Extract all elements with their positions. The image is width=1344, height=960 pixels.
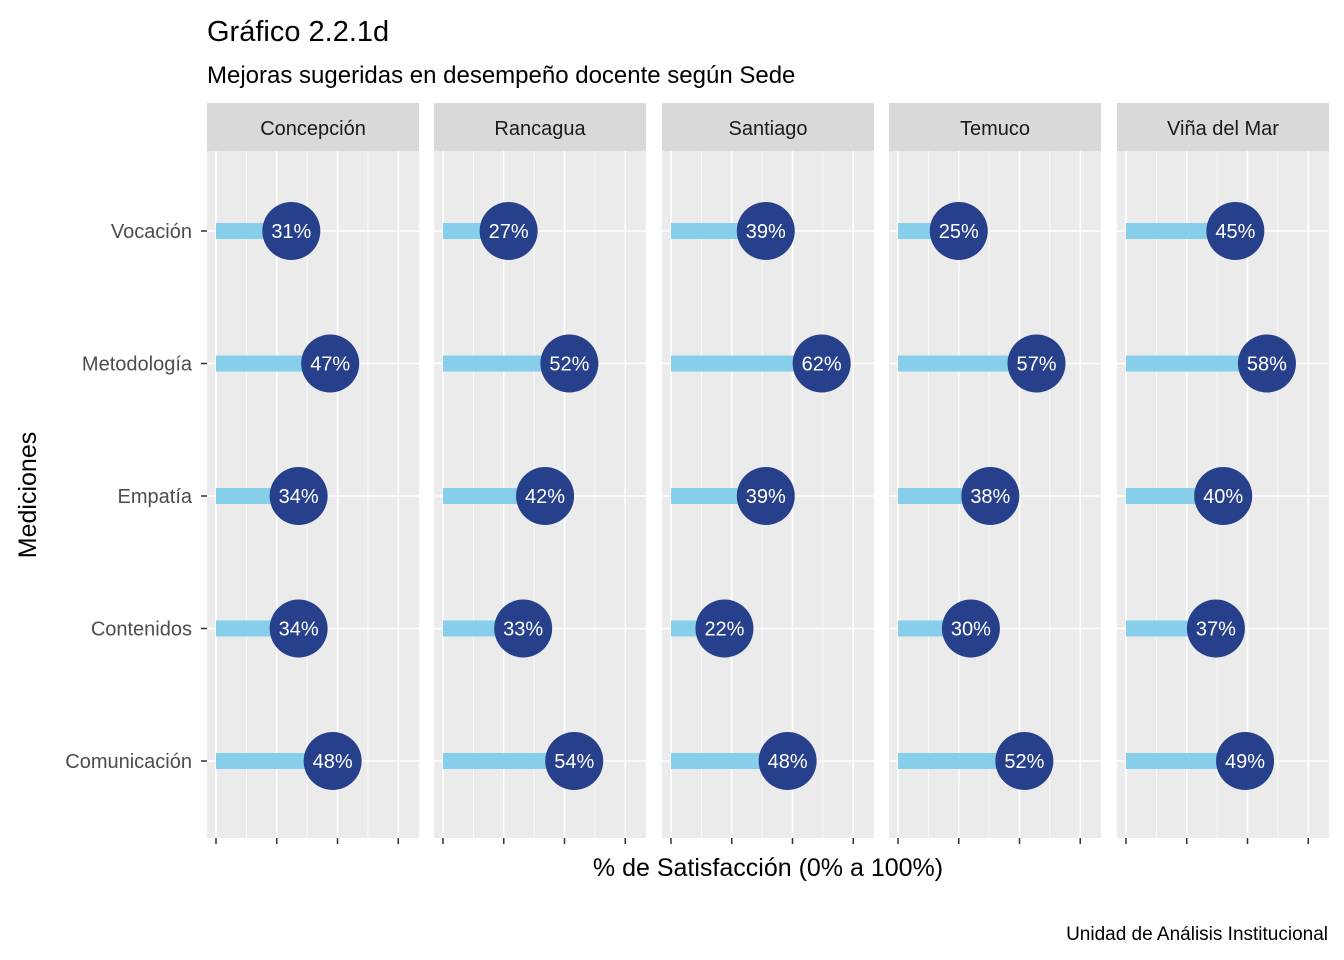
value-label: 34%	[279, 486, 319, 508]
value-label: 22%	[704, 619, 744, 641]
lollipop-point	[545, 732, 604, 790]
lollipop-point	[792, 334, 851, 393]
chart-caption: Unidad de Análisis Institucional	[1066, 924, 1328, 945]
value-label: 30%	[951, 619, 991, 641]
facet-panel: 27% 52% 42% 33% 54%	[434, 151, 646, 838]
value-label: 38%	[970, 486, 1010, 508]
facet-panel: 45% 58% 40% 37% 49%	[1117, 151, 1329, 838]
lollipop-point	[516, 467, 575, 525]
lollipop-stem	[1126, 355, 1267, 372]
value-label: 58%	[1247, 354, 1287, 376]
lollipop-point	[1007, 334, 1066, 393]
y-tick-label: Metodología	[82, 354, 193, 376]
lollipop-point	[269, 467, 328, 525]
facet-strip	[662, 103, 874, 151]
value-label: 49%	[1225, 751, 1265, 773]
lollipop-point	[262, 202, 321, 260]
facet-strip	[1117, 103, 1329, 151]
facet-strip-label: Temuco	[960, 118, 1030, 140]
lollipop-point	[1216, 732, 1275, 790]
lollipop-point	[941, 599, 1000, 658]
lollipop-point	[1194, 467, 1253, 525]
y-tick-label: Vocación	[111, 221, 192, 243]
lollipop-point	[1186, 599, 1245, 658]
lollipop-point	[479, 202, 538, 260]
y-tick-label: Empatía	[118, 486, 193, 508]
chart-subtitle: Mejoras sugeridas en desempeño docente s…	[207, 62, 795, 89]
y-axis-title: Mediciones	[14, 432, 42, 558]
facet-panel: 25% 57% 38% 30% 52%	[889, 151, 1101, 838]
value-label: 39%	[746, 221, 786, 243]
value-label: 52%	[1004, 751, 1044, 773]
lollipop-stem	[671, 355, 822, 372]
value-label: 45%	[1215, 221, 1255, 243]
facet-strip-label: Santiago	[729, 118, 808, 140]
lollipop-point	[995, 732, 1054, 790]
lollipop-point	[303, 732, 362, 790]
lollipop-stem	[1126, 753, 1246, 769]
value-label: 62%	[802, 354, 842, 376]
facet-strip-label: Concepción	[260, 118, 366, 140]
lollipop-point	[736, 202, 795, 260]
lollipop-stem	[443, 753, 575, 769]
lollipop-stem	[216, 753, 333, 769]
value-label: 25%	[939, 221, 979, 243]
value-label: 48%	[768, 751, 808, 773]
value-label: 33%	[503, 619, 543, 641]
lollipop-point	[1206, 202, 1265, 260]
lollipop-stem	[898, 753, 1025, 769]
facet-strip	[434, 103, 646, 151]
value-label: 31%	[271, 221, 311, 243]
value-label: 40%	[1203, 486, 1243, 508]
lollipop-point	[269, 599, 328, 658]
chart-title: Gráfico 2.2.1d	[207, 16, 389, 48]
lollipop-point	[736, 467, 795, 525]
facet-strip-label: Rancagua	[494, 118, 586, 140]
facet-strip	[889, 103, 1101, 151]
facet-panel: 39% 62% 39% 22% 48%	[662, 151, 874, 838]
value-label: 48%	[313, 751, 353, 773]
value-label: 42%	[525, 486, 565, 508]
facet-strip	[207, 103, 419, 151]
value-label: 54%	[554, 751, 594, 773]
lollipop-point	[961, 467, 1020, 525]
facet-strip-label: Viña del Mar	[1167, 118, 1279, 140]
lollipop-point	[929, 202, 988, 260]
lollipop-point	[1237, 334, 1296, 393]
facet-panel: 31% 47% 34% 34% 48%	[207, 151, 419, 838]
value-label: 52%	[549, 354, 589, 376]
lollipop-stem	[898, 355, 1037, 372]
plot-area: Vocación Metodología Empatía Contenidos Comu…	[65, 103, 1329, 844]
lollipop-stem	[671, 753, 788, 769]
y-tick-label: Comunicación	[65, 751, 192, 773]
value-label: 39%	[746, 486, 786, 508]
lollipop-point	[540, 334, 599, 393]
value-label: 57%	[1016, 354, 1056, 376]
y-tick-label: Contenidos	[91, 619, 192, 641]
x-axis-title: % de Satisfacción (0% a 100%)	[593, 854, 943, 882]
lollipop-point	[758, 732, 817, 790]
value-label: 27%	[489, 221, 529, 243]
lollipop-stem	[443, 355, 570, 372]
value-label: 34%	[279, 619, 319, 641]
lollipop-point	[695, 599, 754, 658]
value-label: 47%	[310, 354, 350, 376]
lollipop-point	[494, 599, 553, 658]
value-label: 37%	[1196, 619, 1236, 641]
lollipop-point	[301, 334, 360, 393]
